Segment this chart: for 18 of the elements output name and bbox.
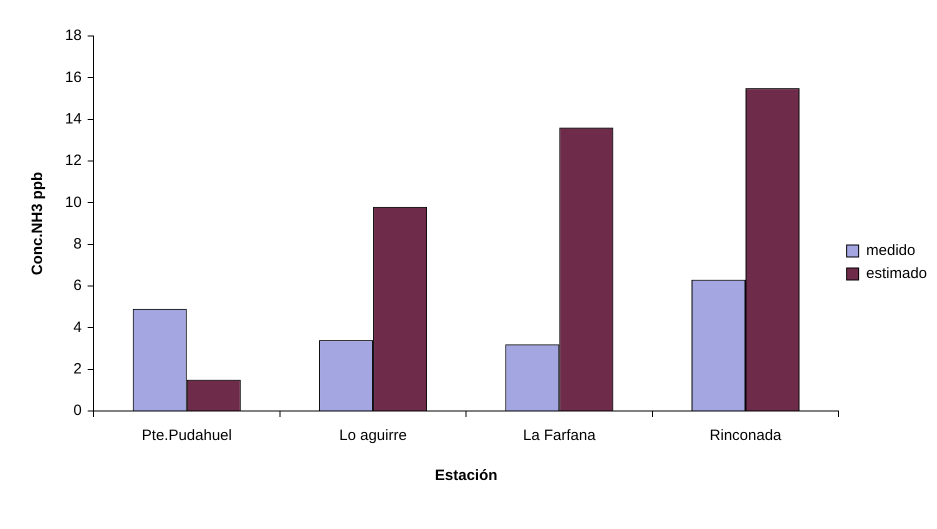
y-tick-label: 14: [64, 110, 82, 128]
y-tick-label: 0: [73, 402, 82, 420]
y-tick-label: 6: [73, 277, 82, 294]
y-tick-label: 8: [73, 235, 82, 252]
y-axis-title: Conc.NH3 ppb: [29, 172, 46, 276]
y-tick-label: 12: [64, 152, 82, 170]
y-tick-label: 2: [73, 360, 82, 378]
y-tick-label: 16: [64, 68, 82, 86]
x-axis-title: Estación: [434, 467, 498, 484]
x-tick-label: La Farfana: [523, 427, 596, 444]
legend-label: estimado: [866, 265, 928, 282]
legend-label: medido: [866, 242, 916, 260]
y-tick-label: 18: [64, 27, 82, 44]
y-tick-label: 4: [73, 318, 82, 336]
x-tick-label: Rinconada: [710, 427, 782, 444]
x-tick-label: Lo aguirre: [339, 427, 407, 444]
x-tick-label: Pte.Pudahuel: [142, 427, 232, 444]
y-tick-label: 10: [64, 194, 82, 211]
